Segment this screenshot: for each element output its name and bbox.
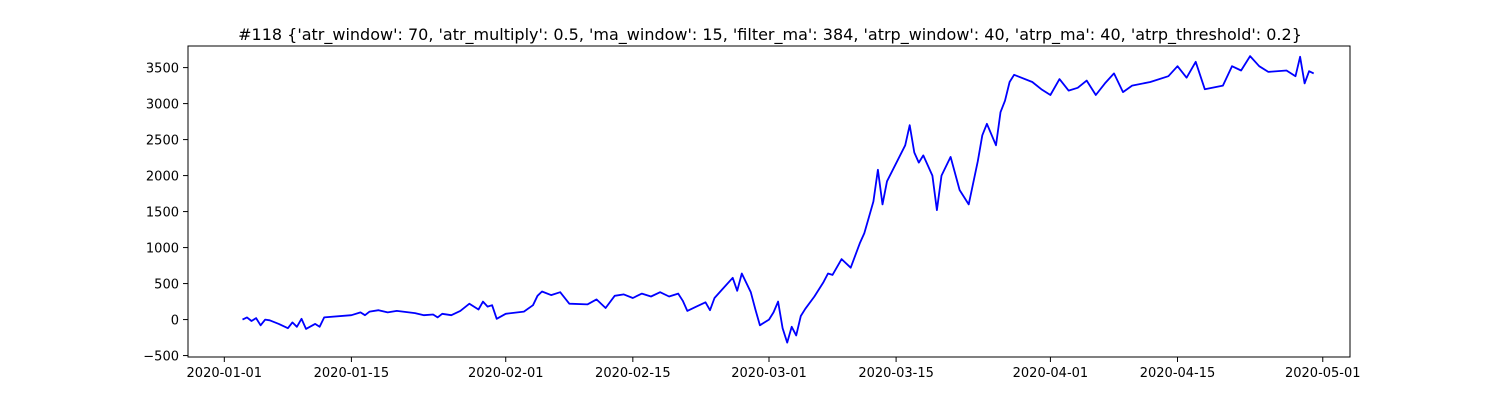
plot-frame bbox=[187, 45, 1351, 358]
x-tick-label: 2020-05-01 bbox=[1285, 366, 1361, 381]
x-tick-label: 2020-03-15 bbox=[858, 366, 934, 381]
chart-title: #118 {'atr_window': 70, 'atr_multiply': … bbox=[238, 25, 1302, 45]
y-tick-label: 1500 bbox=[146, 206, 179, 221]
series-layer bbox=[242, 55, 1315, 344]
x-axis: 2020-01-01 2020-01-15 2020-02-01 2020-02-15… bbox=[187, 357, 1361, 381]
x-tick-label: 2020-01-01 bbox=[187, 366, 263, 381]
y-tick-label: 2000 bbox=[146, 170, 179, 185]
y-tick-label: 1000 bbox=[146, 242, 179, 257]
y-axis: −500 0 500 1000 1500 2000 2500 3000 3500 bbox=[143, 62, 188, 365]
x-tick-label: 2020-02-15 bbox=[595, 366, 671, 381]
x-tick-label: 2020-04-15 bbox=[1140, 366, 1216, 381]
x-tick-label: 2020-01-15 bbox=[314, 366, 390, 381]
x-tick-label: 2020-04-01 bbox=[1013, 366, 1089, 381]
y-tick-label: 0 bbox=[171, 314, 179, 329]
y-tick-label: 500 bbox=[154, 278, 179, 293]
series-line bbox=[242, 55, 1315, 344]
x-tick-label: 2020-03-01 bbox=[731, 366, 807, 381]
y-tick-label: 3500 bbox=[146, 62, 179, 77]
y-tick-label: 3000 bbox=[146, 98, 179, 113]
y-tick-label: 2500 bbox=[146, 134, 179, 149]
x-tick-label: 2020-02-01 bbox=[468, 366, 544, 381]
y-tick-label: −500 bbox=[143, 350, 179, 365]
